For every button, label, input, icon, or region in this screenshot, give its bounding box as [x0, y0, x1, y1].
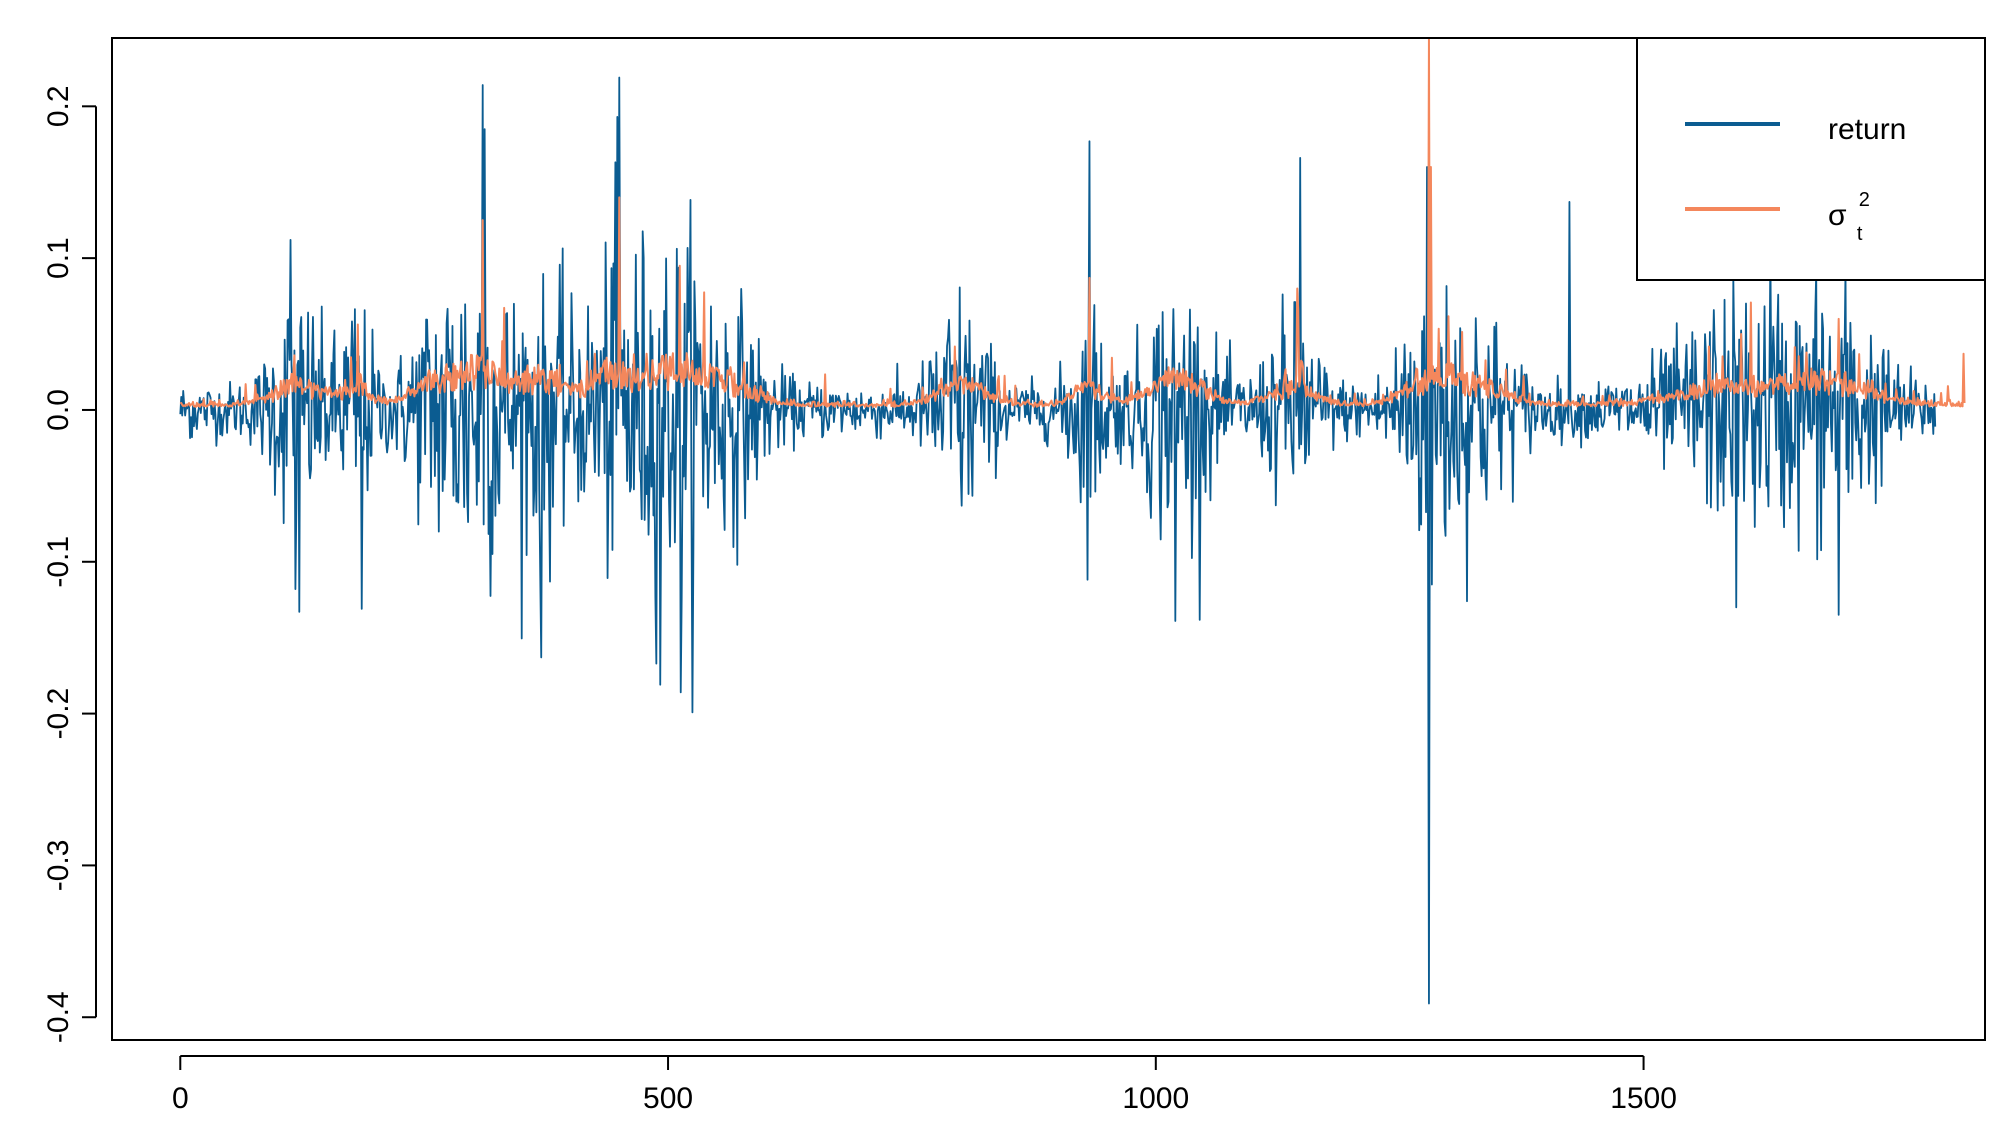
- y-tick-label: 0.0: [42, 389, 75, 431]
- x-tick-label: 1500: [1610, 1082, 1677, 1115]
- y-tick-label: -0.3: [42, 840, 75, 892]
- series-line-sigma-squared: [179, 37, 1966, 408]
- y-tick-label: 0.1: [42, 237, 75, 279]
- legend-label-sigma-main: σ: [1828, 199, 1847, 232]
- axes-layer: 0 500 1000 1500 -0.4 -0.3 -0.2 -0.1 0.0 0.1 0.2: [42, 85, 1677, 1115]
- y-tick-label: -0.4: [42, 991, 75, 1043]
- x-tick-label: 0: [172, 1082, 189, 1115]
- y-tick-label: -0.1: [42, 536, 75, 588]
- y-tick-label: 0.2: [42, 85, 75, 127]
- legend-label-sigma-sub: t: [1857, 223, 1863, 245]
- series-layer: [179, 37, 1966, 1005]
- x-tick-label: 1000: [1122, 1082, 1189, 1115]
- legend-label-sigma-sup: 2: [1859, 189, 1870, 211]
- legend-label-sigma: σ t 2: [1828, 189, 1871, 247]
- legend-label-return: return: [1828, 113, 1906, 146]
- x-tick-label: 500: [643, 1082, 693, 1115]
- y-tick-label: -0.2: [42, 688, 75, 740]
- legend: return σ t 2: [1636, 37, 1986, 281]
- legend-box: [1636, 37, 1986, 281]
- plot-frame: [111, 37, 1986, 1041]
